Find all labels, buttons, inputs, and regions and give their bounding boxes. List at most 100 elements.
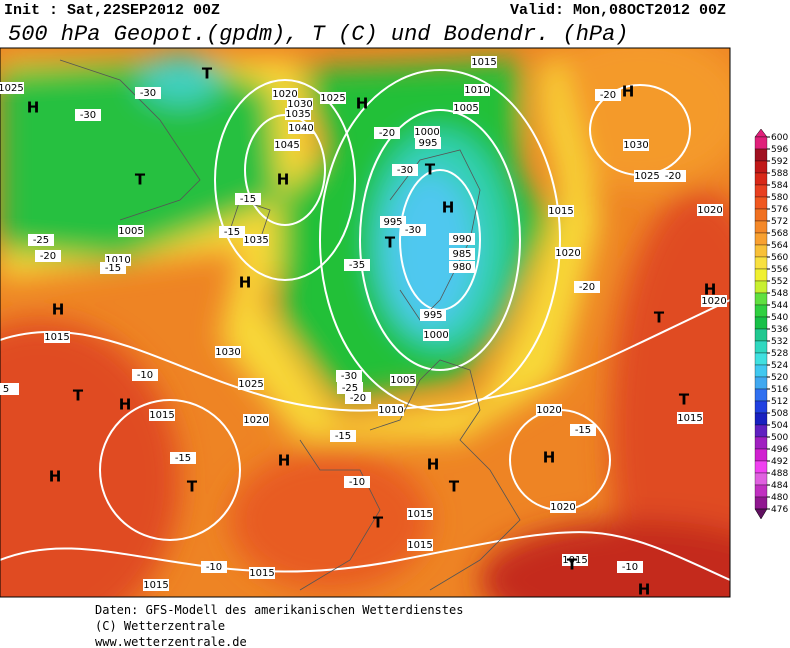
isoline-label: 1015 [149, 410, 174, 421]
colorbar-swatch [754, 436, 768, 450]
colorbar-swatch [754, 340, 768, 354]
isoline-label: 1020 [272, 89, 297, 100]
label-box [390, 374, 416, 386]
colorbar-label: 520 [771, 373, 788, 383]
colorbar-cap [754, 128, 768, 138]
pressure-center: T [567, 556, 578, 574]
isoline-label: -15 [575, 425, 591, 436]
label-box [215, 346, 241, 358]
colorbar-label: 496 [771, 445, 788, 455]
isoline-label: 1025 [0, 83, 24, 94]
label-box [595, 89, 621, 101]
label-box [555, 247, 581, 259]
label-box [415, 137, 441, 149]
colorbar-label: 512 [771, 397, 788, 407]
label-box [423, 329, 449, 341]
label-box [100, 262, 126, 274]
label-box [380, 216, 406, 228]
isoline-label: -30 [397, 165, 413, 176]
label-box [337, 382, 363, 394]
colorbar-label: 572 [771, 217, 788, 227]
colorbar-label: 576 [771, 205, 788, 215]
colorbar-label: 492 [771, 457, 788, 467]
colorbar-swatch [754, 472, 768, 486]
pressure-center: T [202, 65, 213, 83]
footer-line: www.wetterzentrale.de [95, 635, 247, 648]
colorbar-swatch [754, 148, 768, 162]
colorbar-swatch [754, 220, 768, 234]
colorbar-swatch [754, 280, 768, 294]
pressure-center: H [704, 281, 717, 299]
isoline-label: 1000 [423, 330, 448, 341]
label-box [35, 250, 61, 262]
colorbar-swatch [754, 196, 768, 210]
isoline-label: 1045 [274, 140, 299, 151]
colorbar-swatch [754, 208, 768, 222]
colorbar-label: 480 [771, 493, 788, 503]
isoline-label: -10 [137, 370, 153, 381]
label-box [170, 452, 196, 464]
pressure-center: H [638, 581, 651, 599]
isoline-label: 1005 [453, 103, 478, 114]
isoline-label: 990 [452, 234, 471, 245]
label-box [285, 108, 311, 120]
isoline-label: 1015 [407, 509, 432, 520]
label-box [570, 424, 596, 436]
colorbar-label: 568 [771, 229, 788, 239]
label-box [235, 193, 261, 205]
isoline-label: -20 [665, 171, 681, 182]
isoline-label: -15 [175, 453, 191, 464]
colorbar-cap [754, 508, 768, 520]
pressure-center: H [622, 83, 635, 101]
colorbar-label: 580 [771, 193, 788, 203]
colorbar-swatch [754, 412, 768, 426]
colorbar-label: 540 [771, 313, 788, 323]
label-box [75, 109, 101, 121]
colorbar-label: 524 [771, 361, 788, 371]
isoline-label: 995 [383, 217, 402, 228]
isoline-label: 1020 [550, 502, 575, 513]
colorbar-label: 544 [771, 301, 788, 311]
label-box [345, 392, 371, 404]
label-box [344, 476, 370, 488]
colorbar-swatch [754, 316, 768, 330]
isoline-label: 1025 [238, 379, 263, 390]
pressure-center: H [442, 199, 455, 217]
isoline-label: -20 [40, 251, 56, 262]
colorbar-label: 528 [771, 349, 788, 359]
label-box [449, 233, 475, 245]
isoline-label: -30 [405, 225, 421, 236]
colorbar-swatch [754, 136, 768, 150]
colorbar-label: 564 [771, 241, 788, 251]
label-box [634, 170, 660, 182]
init-time: Init : Sat,22SEP2012 00Z [4, 2, 220, 19]
colorbar-swatch [754, 460, 768, 474]
label-box [149, 409, 175, 421]
isoline-label: 1015 [471, 57, 496, 68]
map-frame [0, 47, 731, 598]
label-box [623, 139, 649, 151]
colorbar-label: 508 [771, 409, 788, 419]
isoline-label: 1005 [390, 375, 415, 386]
label-box [697, 204, 723, 216]
label-box [617, 561, 643, 573]
label-box [562, 554, 588, 566]
colorbar-swatch [754, 400, 768, 414]
isoline-label: 1020 [555, 248, 580, 259]
pressure-center: H [277, 171, 290, 189]
label-box [219, 226, 245, 238]
isoline-label: 1015 [143, 580, 168, 591]
colorbar-label: 600 [771, 133, 788, 143]
colorbar-label: 596 [771, 145, 788, 155]
colorbar-swatch [754, 244, 768, 258]
colorbar-label: 584 [771, 181, 788, 191]
colorbar-label: 592 [771, 157, 788, 167]
colorbar-swatch [754, 292, 768, 306]
isoline-label: -15 [105, 263, 121, 274]
colorbar-label: 560 [771, 253, 788, 263]
colorbar-swatch [754, 364, 768, 378]
isoline-label: 1035 [243, 235, 268, 246]
label-box [392, 164, 418, 176]
isoline-label: 1015 [249, 568, 274, 579]
